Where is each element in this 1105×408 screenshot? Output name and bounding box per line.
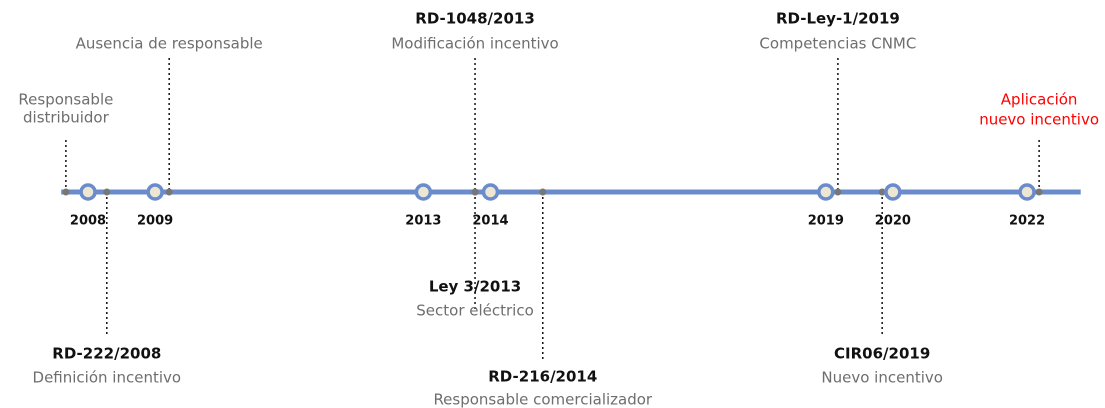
event-dot bbox=[471, 188, 479, 196]
event-text: Nuevo incentivo bbox=[821, 369, 943, 387]
year-marker bbox=[1018, 183, 1036, 201]
year-marker bbox=[817, 183, 835, 201]
year-marker bbox=[146, 183, 164, 201]
event-title: CIR06/2019 bbox=[834, 345, 930, 363]
event-title: RD-Ley-1/2019 bbox=[776, 10, 900, 28]
event-title: RD-1048/2013 bbox=[415, 10, 534, 28]
event-dot bbox=[878, 188, 886, 196]
year-marker bbox=[79, 183, 97, 201]
year-label: 2013 bbox=[405, 214, 441, 229]
event-text: Sector eléctrico bbox=[416, 302, 534, 320]
year-label: 2019 bbox=[808, 214, 844, 229]
event-title: Ley 3/2013 bbox=[429, 278, 521, 296]
event-text: Aplicación bbox=[1001, 91, 1078, 109]
year-label: 2014 bbox=[472, 214, 508, 229]
event-dot bbox=[539, 188, 547, 196]
event-text: distribuidor bbox=[23, 109, 110, 127]
year-marker bbox=[414, 183, 433, 201]
event-text: Responsable comercializador bbox=[433, 391, 652, 408]
event-text: Competencias CNMC bbox=[759, 35, 916, 53]
year-marker bbox=[884, 183, 902, 201]
event-title: RD-216/2014 bbox=[488, 368, 597, 386]
event-dot bbox=[62, 188, 70, 196]
year-label: 2009 bbox=[137, 214, 173, 229]
year-label: 2022 bbox=[1009, 214, 1045, 229]
event-text: Ausencia de responsable bbox=[76, 35, 263, 53]
event-dot bbox=[1035, 188, 1043, 196]
event-text: Responsable bbox=[18, 91, 113, 109]
event-text: Modificación incentivo bbox=[391, 35, 558, 53]
event-dot bbox=[834, 188, 842, 196]
event-text: nuevo incentivo bbox=[979, 111, 1099, 129]
event-title: RD-222/2008 bbox=[52, 345, 161, 363]
year-label: 2008 bbox=[70, 214, 106, 229]
event-dot bbox=[165, 188, 173, 196]
year-label: 2020 bbox=[875, 214, 911, 229]
year-marker bbox=[481, 183, 500, 201]
event-text: Definición incentivo bbox=[33, 369, 182, 387]
event-dot bbox=[103, 188, 111, 196]
